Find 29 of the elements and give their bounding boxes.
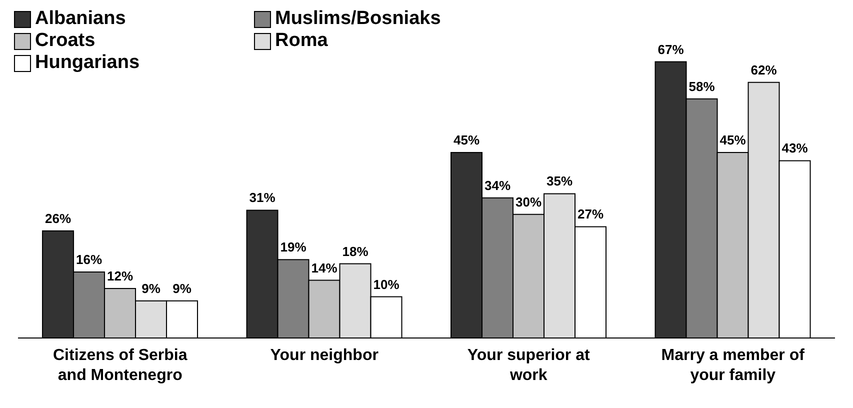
data-label: 19% <box>280 240 307 255</box>
data-label: 26% <box>44 210 72 226</box>
data-label: 45% <box>720 132 746 148</box>
data-label: 43% <box>782 140 808 156</box>
data-label: 14% <box>311 260 338 276</box>
legend-label: Muslims/Bosniaks <box>274 8 442 30</box>
data-label: 10% <box>373 276 400 292</box>
legend-label: Albanians <box>34 8 127 30</box>
data-label: 62% <box>750 62 778 78</box>
x-tick-label: Your neighbor <box>270 347 378 364</box>
data-label: 30% <box>515 194 542 210</box>
legend-label: Hungarians <box>34 52 141 74</box>
x-tick-label: Citizens of Serbia and Montenegro <box>53 347 188 384</box>
data-label: 9% <box>172 280 192 296</box>
data-label: 31% <box>249 190 276 206</box>
data-label: 18% <box>342 244 369 259</box>
data-label: 58% <box>688 78 716 94</box>
data-label: 35% <box>546 174 573 189</box>
data-label: 12% <box>106 268 134 284</box>
data-label: 45% <box>453 132 480 148</box>
legend-label: Croats <box>34 30 96 52</box>
data-label: 16% <box>76 252 102 268</box>
x-tick-label: Your superior at work <box>467 347 590 384</box>
data-label: 27% <box>577 206 604 222</box>
legend-label: Roma <box>274 30 329 52</box>
x-tick-label: Marry a member of your family <box>661 347 806 384</box>
data-label: 67% <box>658 42 684 57</box>
data-label: 9% <box>142 280 161 296</box>
data-label: 34% <box>484 178 511 193</box>
